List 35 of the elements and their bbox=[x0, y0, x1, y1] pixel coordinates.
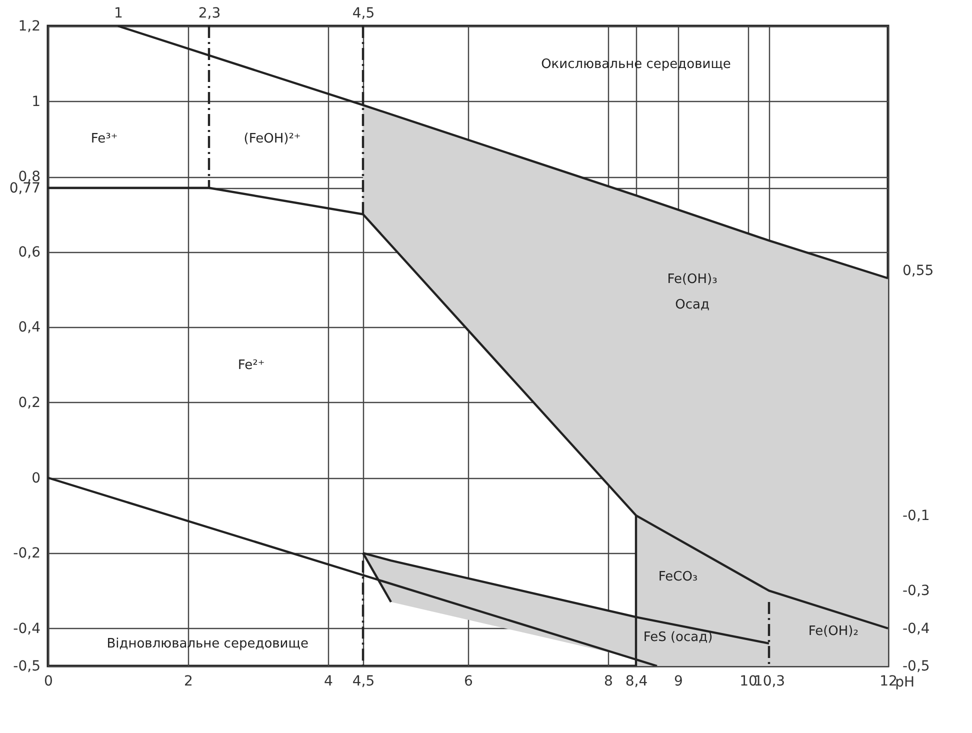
x-tick-label: 2 bbox=[184, 674, 193, 690]
x-tick-label: 8 bbox=[604, 674, 613, 690]
annotation: Осад bbox=[675, 297, 710, 312]
x-tick-label: 9 bbox=[674, 674, 683, 690]
x2-tick-label: 1 bbox=[114, 6, 123, 22]
y2-tick-label: -0,3 bbox=[902, 583, 930, 600]
y-tick-label: -0,2 bbox=[13, 546, 40, 562]
annotation: FeCO₃ bbox=[658, 569, 698, 584]
y2-tick-label: -0,5 bbox=[902, 658, 930, 674]
y2-tick-label: -0,4 bbox=[902, 620, 930, 637]
annotation: FeS (осад) bbox=[643, 630, 713, 646]
x-tick-label: 12 bbox=[880, 674, 898, 690]
y2-tick-label: 0,55 bbox=[902, 263, 934, 280]
y2-tick-label: -0,1 bbox=[902, 508, 930, 524]
annotation: (FeOH)²⁺ bbox=[244, 132, 301, 147]
y-tick-label: 1 bbox=[32, 94, 40, 110]
y-tick-label: 1,2 bbox=[18, 18, 40, 34]
x2-tick-label: 4,5 bbox=[352, 6, 375, 22]
x-tick-label: 8,4 bbox=[625, 674, 648, 690]
annotation: Fe(OH)₂ bbox=[808, 624, 858, 639]
x-axis-title: pH bbox=[895, 674, 914, 690]
annotation: Fe(OH)₃ bbox=[667, 272, 718, 287]
x2-tick-label: 2,3 bbox=[198, 6, 221, 22]
y-tick-label: -0,4 bbox=[13, 620, 41, 637]
y-tick-label: 0,6 bbox=[18, 244, 41, 260]
x-tick-label: 4 bbox=[324, 674, 334, 690]
x-tick-label: 0 bbox=[44, 674, 53, 690]
annotation: Fe³⁺ bbox=[90, 132, 118, 147]
y-tick-label: 0,2 bbox=[18, 394, 40, 411]
x-tick-label: 6 bbox=[464, 674, 474, 690]
y-tick-label: -0,5 bbox=[13, 658, 40, 674]
x-tick-label: 4,5 bbox=[352, 674, 375, 690]
y-tick-label: 0,4 bbox=[18, 320, 41, 336]
y-tick-label: 0 bbox=[32, 470, 40, 486]
annotation: Fe²⁺ bbox=[238, 358, 265, 374]
